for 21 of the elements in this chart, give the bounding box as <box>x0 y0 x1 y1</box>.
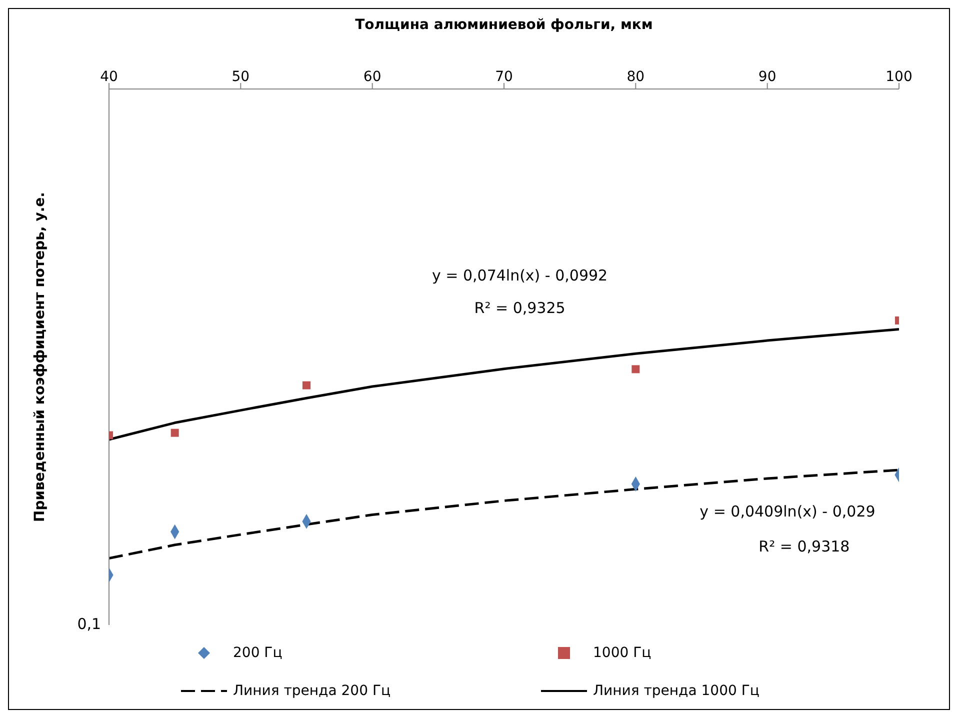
annotation: y = 0,0409ln(x) - 0,029 <box>700 502 876 521</box>
x-axis-title: Толщина алюминиевой фольги, мкм <box>355 16 653 33</box>
annotation: R² = 0,9318 <box>758 537 850 556</box>
legend-label: Линия тренда 200 Гц <box>233 683 391 699</box>
text: R² = 0,9325 <box>474 298 566 317</box>
legend-label: 200 Гц <box>233 645 282 661</box>
point <box>632 365 640 374</box>
legend-label: Линия тренда 1000 Гц <box>593 683 760 699</box>
x-tick-label: 50 <box>232 69 250 85</box>
x-tick-label: 80 <box>626 69 645 85</box>
text: 0,1 <box>77 615 102 634</box>
x-tick-label: 60 <box>363 69 382 85</box>
x-tick-label: 70 <box>495 69 513 85</box>
y-axis-title: Приведенный коэффициент потерь, у.е. <box>32 192 48 522</box>
x-tick-label: 40 <box>100 69 118 85</box>
x-tick-label: 90 <box>758 69 776 85</box>
legend-label: 1000 Гц <box>593 645 652 661</box>
point <box>302 381 310 390</box>
x-tick-label: 100 <box>886 69 912 85</box>
point <box>170 428 179 437</box>
text: y = 0,074ln(x) - 0,0992 <box>432 266 608 285</box>
